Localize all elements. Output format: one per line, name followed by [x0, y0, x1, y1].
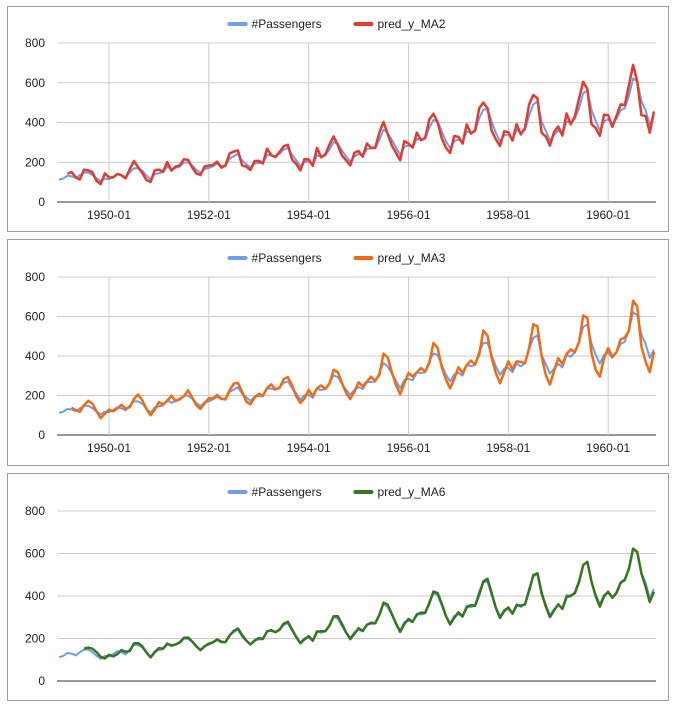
y-tick-label: 600: [25, 76, 45, 90]
y-tick-label: 200: [25, 632, 45, 646]
y-tick-label: 800: [25, 36, 45, 50]
y-tick-label: 200: [25, 389, 45, 403]
legend-label: pred_y_MA2: [377, 17, 445, 31]
x-tick-label: 1952-01: [187, 441, 231, 455]
legend: #Passengers pred_y_MA2: [227, 17, 446, 31]
x-tick-label: 1960-01: [586, 208, 630, 222]
x-tick-label: 1954-01: [287, 208, 331, 222]
x-tick-label: 1954-01: [287, 441, 331, 455]
y-tick-label: 400: [25, 589, 45, 603]
x-tick-label: 1956-01: [386, 208, 430, 222]
series-line-pred-y-ma6: [83, 547, 656, 660]
y-tick-label: 200: [25, 155, 45, 169]
chart-ma3: 0 200 400 600 800 1950-01 1952-01 1954-01 1956-0…: [25, 251, 656, 455]
series-line-passengers: [58, 311, 655, 416]
x-tick-label: 1950-01: [87, 441, 131, 455]
y-tick-label: 0: [38, 428, 45, 442]
y-tick-label: 0: [38, 674, 45, 688]
y-tick-label: 600: [25, 310, 45, 324]
x-tick-label: 1952-01: [187, 208, 231, 222]
x-tick-label: 1958-01: [486, 441, 530, 455]
legend-label: #Passengers: [252, 17, 322, 31]
legend-label: pred_y_MA6: [377, 485, 445, 499]
y-tick-label: 600: [25, 547, 45, 561]
series-line-passengers: [58, 77, 655, 183]
y-tick-label: 400: [25, 116, 45, 130]
x-tick-label: 1956-01: [386, 441, 430, 455]
legend-label: #Passengers: [252, 485, 322, 499]
legend-label: #Passengers: [252, 251, 322, 265]
chart-panel-ma6: 0 200 400 600 800 #Passengers pred_y_MA6: [7, 473, 669, 701]
y-tick-label: 800: [25, 504, 45, 518]
legend: #Passengers pred_y_MA6: [227, 485, 446, 499]
series-line-pred-y-ma3: [70, 299, 656, 420]
chart-ma6: 0 200 400 600 800 #Passengers pred_y_MA6: [25, 485, 656, 688]
legend: #Passengers pred_y_MA3: [227, 251, 446, 265]
x-tick-label: 1960-01: [586, 441, 630, 455]
legend-label: pred_y_MA3: [377, 251, 445, 265]
x-tick-label: 1958-01: [486, 208, 530, 222]
series-line-pred-y-ma2: [66, 63, 656, 186]
y-tick-label: 800: [25, 270, 45, 284]
y-tick-label: 0: [38, 195, 45, 209]
chart-panel-ma3: 0 200 400 600 800 1950-01 1952-01 1954-01 1956-0…: [7, 239, 669, 466]
y-tick-label: 400: [25, 349, 45, 363]
x-tick-label: 1950-01: [87, 208, 131, 222]
chart-ma2: 0 200 400 600 800 1950-01 1952-01 1954-01 1956-0…: [25, 17, 656, 222]
chart-panel-ma2: 0 200 400 600 800 1950-01 1952-01 1954-01 1956-0…: [7, 6, 669, 232]
